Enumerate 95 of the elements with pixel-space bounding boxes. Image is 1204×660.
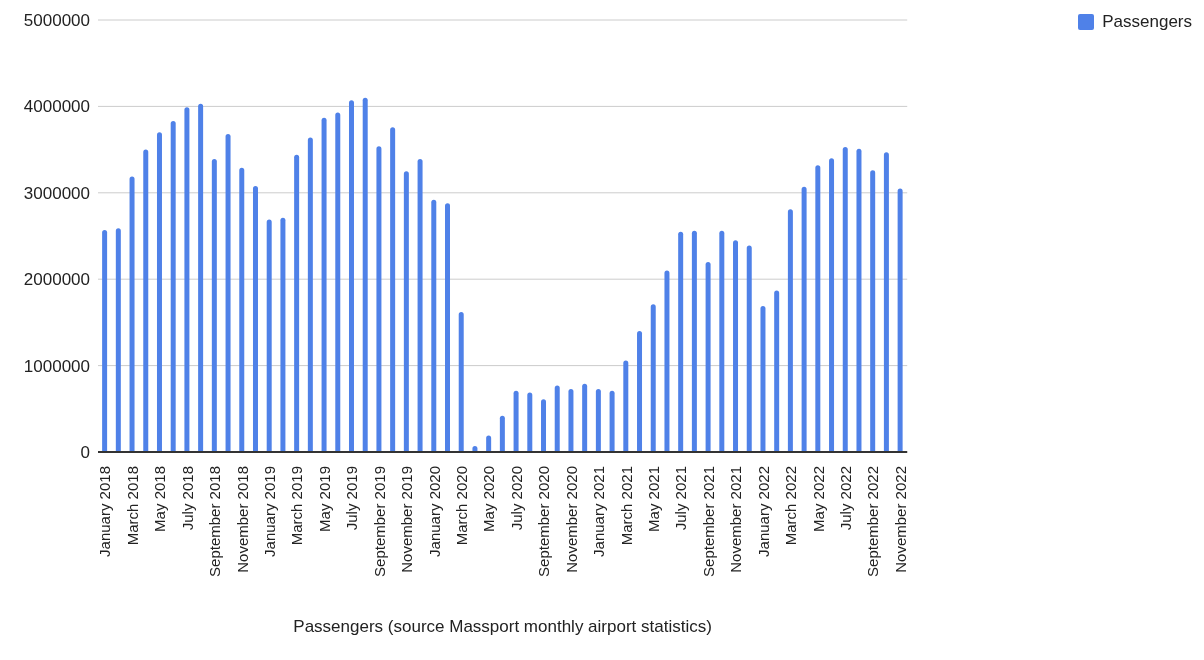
bar xyxy=(801,186,807,452)
bar xyxy=(349,100,354,452)
x-tick-label: July 2018 xyxy=(178,466,196,531)
bar xyxy=(115,228,121,452)
bar xyxy=(184,107,190,452)
x-tick-label: July 2021 xyxy=(672,466,690,531)
x-tick-label: September 2019 xyxy=(370,466,388,577)
x-tick-label: January 2022 xyxy=(754,466,772,557)
bar xyxy=(280,217,286,452)
bar xyxy=(458,312,464,452)
bar xyxy=(143,149,149,452)
x-tick-label: May 2018 xyxy=(151,466,169,532)
y-tick-label: 0 xyxy=(80,443,90,463)
bar xyxy=(266,219,272,452)
y-tick-label: 3000000 xyxy=(23,183,90,203)
bar xyxy=(787,209,793,452)
bar xyxy=(774,290,780,452)
x-tick-label: March 2018 xyxy=(123,466,141,546)
x-tick-label: November 2022 xyxy=(891,466,909,573)
bar xyxy=(335,112,341,452)
bar xyxy=(815,165,821,452)
x-tick-label: May 2019 xyxy=(315,466,333,532)
bar xyxy=(870,170,876,452)
x-tick-label: July 2019 xyxy=(343,466,361,531)
x-tick-label: July 2022 xyxy=(837,466,854,531)
bar xyxy=(691,230,697,452)
bar xyxy=(102,229,108,452)
x-tick-label: September 2020 xyxy=(535,466,553,577)
bar xyxy=(211,159,217,452)
bar xyxy=(609,390,615,452)
y-tick-label: 4000000 xyxy=(23,97,90,117)
bar xyxy=(568,388,574,452)
bar xyxy=(883,152,889,452)
bar xyxy=(445,203,450,452)
x-tick-label: May 2022 xyxy=(809,466,827,532)
bar xyxy=(294,154,300,452)
bar xyxy=(239,167,245,452)
x-tick-label: January 2020 xyxy=(425,466,443,557)
bar xyxy=(829,158,835,452)
x-axis-title: Passengers (source Massport monthly airport statistics) xyxy=(293,617,712,636)
bar xyxy=(362,97,368,452)
x-tick-label: March 2020 xyxy=(452,466,470,546)
bar xyxy=(554,385,560,452)
x-tick-label: July 2020 xyxy=(507,466,525,531)
legend-label: Passengers xyxy=(1102,12,1192,32)
x-tick-label: March 2022 xyxy=(782,466,800,546)
bar xyxy=(582,383,588,452)
bar xyxy=(156,132,162,452)
bar xyxy=(225,134,231,452)
x-tick-label: January 2018 xyxy=(96,466,114,557)
y-tick-label: 2000000 xyxy=(23,270,90,290)
bar xyxy=(390,127,396,452)
bar xyxy=(842,147,848,452)
x-tick-label: March 2019 xyxy=(288,466,306,546)
bar xyxy=(129,176,135,452)
bar xyxy=(513,390,519,452)
bar xyxy=(527,392,533,452)
bar xyxy=(198,103,204,452)
x-tick-label: January 2019 xyxy=(260,466,278,557)
x-tick-label: November 2018 xyxy=(233,466,251,573)
bar xyxy=(705,261,711,452)
bar xyxy=(760,305,766,452)
y-tick-label: 1000000 xyxy=(23,356,90,376)
bar xyxy=(650,304,656,452)
x-tick-label: November 2019 xyxy=(398,466,416,573)
y-tick-label: 5000000 xyxy=(23,11,90,31)
x-tick-label: May 2021 xyxy=(644,466,662,532)
x-tick-label: September 2022 xyxy=(864,466,882,577)
bar xyxy=(637,331,643,452)
x-tick-label: September 2018 xyxy=(206,466,224,577)
x-tick-label: November 2020 xyxy=(562,466,580,573)
bar xyxy=(431,199,437,452)
bar xyxy=(733,240,739,452)
bar xyxy=(746,245,752,452)
bar xyxy=(664,270,670,452)
bar xyxy=(252,185,258,452)
bar xyxy=(307,137,313,452)
bar xyxy=(170,121,176,452)
x-tick-label: March 2021 xyxy=(617,466,635,546)
bar xyxy=(499,415,505,452)
bar xyxy=(417,159,423,452)
bar xyxy=(623,360,629,452)
x-tick-label: September 2021 xyxy=(699,466,717,577)
bar xyxy=(719,230,725,452)
bar xyxy=(595,388,601,452)
bar xyxy=(321,117,327,452)
bar xyxy=(678,231,684,452)
x-tick-label: January 2021 xyxy=(590,466,608,557)
bar xyxy=(897,188,903,452)
bar xyxy=(403,171,409,452)
bar xyxy=(856,148,862,452)
x-tick-label: November 2021 xyxy=(727,466,745,573)
x-tick-label: May 2020 xyxy=(480,466,498,532)
bar xyxy=(376,146,382,452)
bar xyxy=(541,399,547,452)
